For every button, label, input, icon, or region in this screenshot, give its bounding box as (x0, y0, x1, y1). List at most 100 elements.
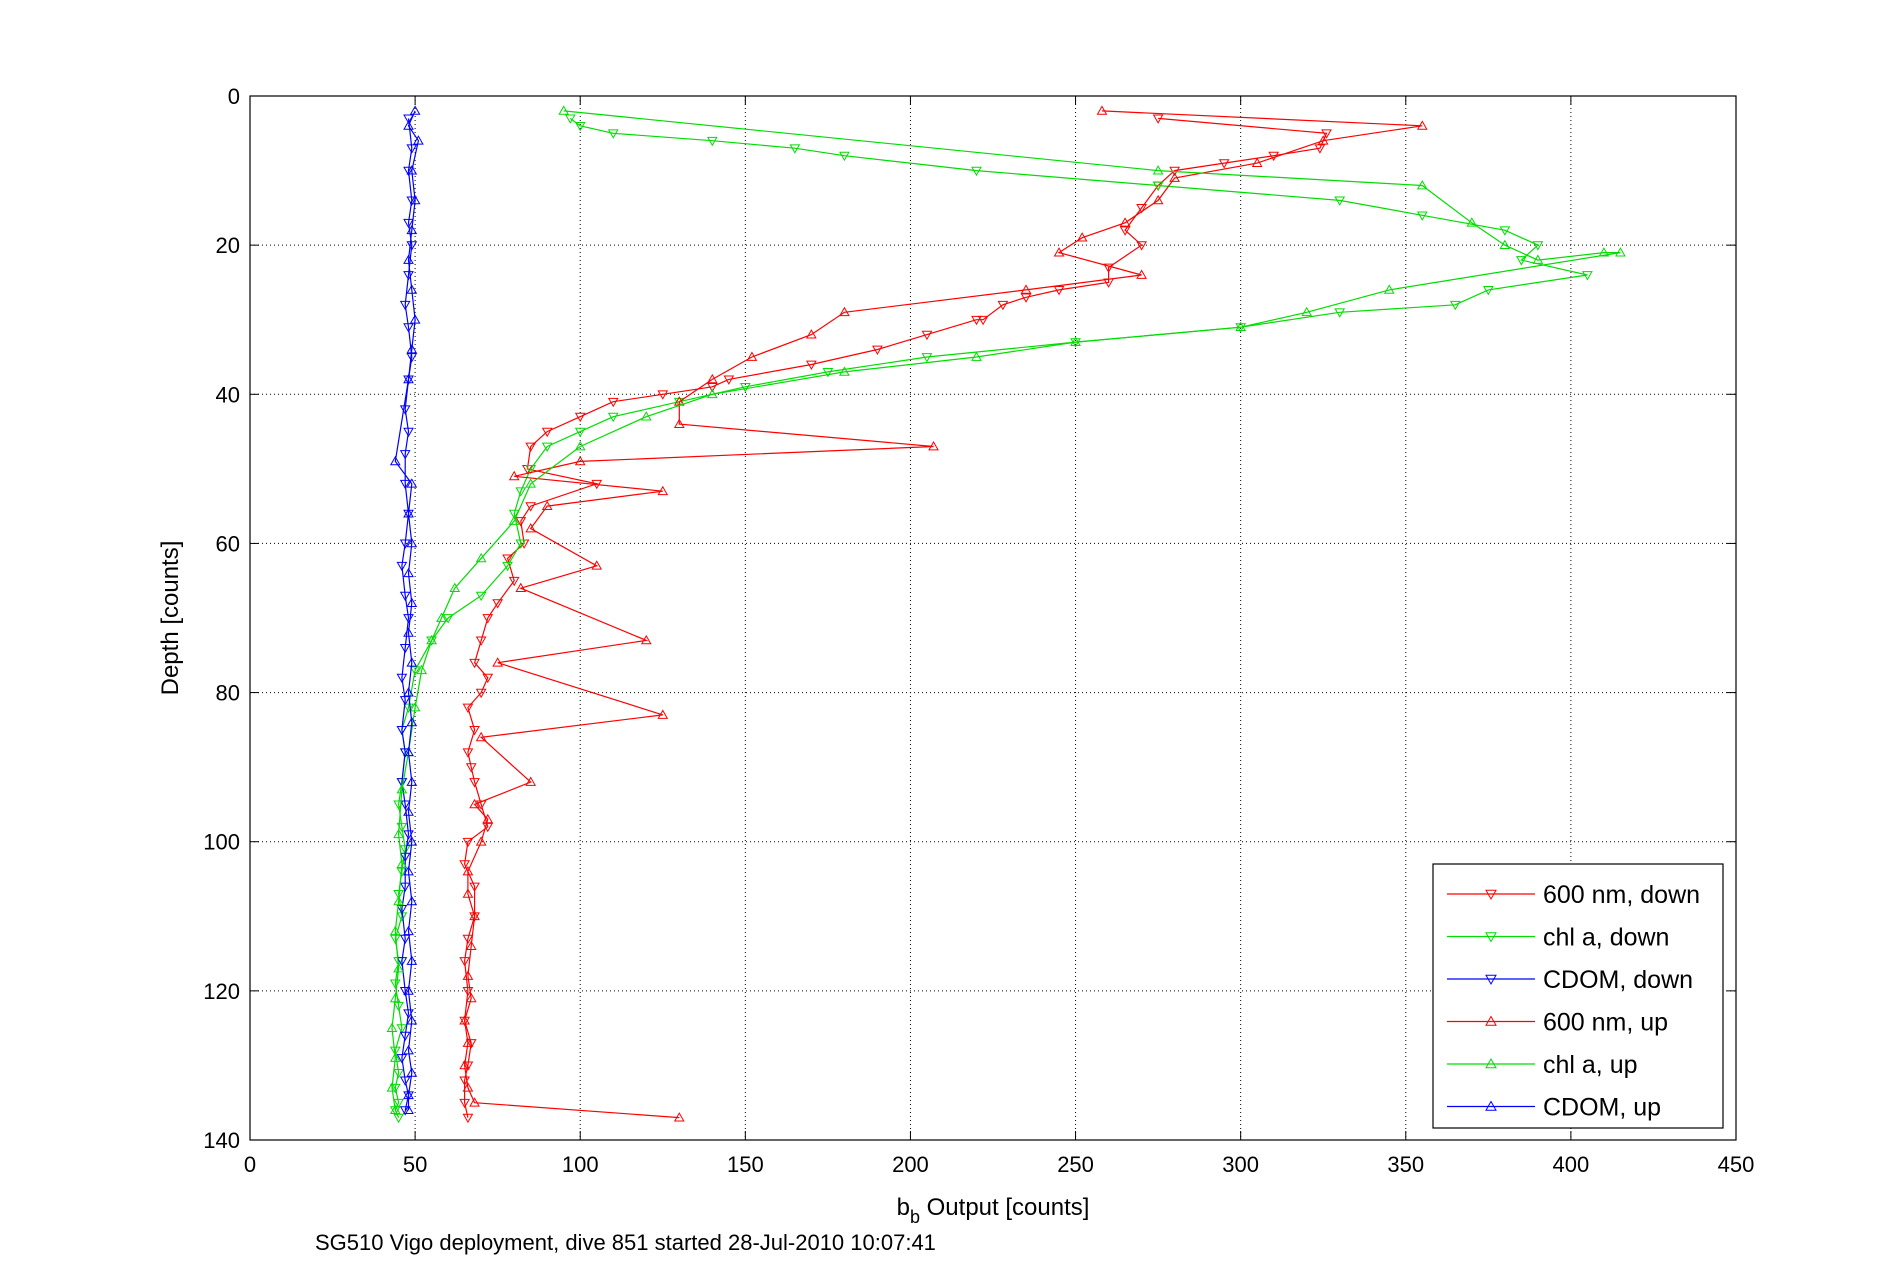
x-tick-label: 350 (1387, 1152, 1424, 1177)
data-point (525, 464, 537, 475)
data-point (459, 1059, 471, 1070)
data-point (997, 300, 1009, 311)
data-point (396, 673, 408, 684)
data-point (399, 748, 411, 758)
data-point (393, 962, 404, 973)
data-point (396, 904, 408, 915)
data-point (403, 746, 414, 757)
data-point (389, 925, 401, 936)
data-point (393, 895, 404, 906)
data-point (839, 306, 850, 317)
data-point (607, 412, 619, 423)
data-point (389, 1104, 401, 1115)
data-point (416, 664, 428, 675)
data-point (396, 778, 408, 788)
data-point (396, 957, 408, 967)
data-point (806, 329, 817, 339)
legend-marker (1485, 1015, 1497, 1026)
data-point (403, 925, 414, 936)
data-point (403, 985, 414, 995)
data-point (706, 388, 718, 399)
x-axis-label-main: b (897, 1194, 910, 1221)
data-point (403, 120, 414, 130)
data-point (872, 345, 883, 356)
data-point (492, 657, 504, 667)
data-point (399, 539, 411, 549)
data-point (1103, 263, 1114, 274)
data-point (399, 591, 411, 602)
data-point (1317, 135, 1329, 145)
data-point (1532, 254, 1544, 264)
data-point (1416, 211, 1428, 221)
y-tick-label: 40 (216, 382, 240, 407)
x-tick-label: 100 (562, 1152, 599, 1177)
data-point (403, 254, 414, 264)
data-point (406, 597, 418, 607)
data-point (928, 440, 939, 451)
data-point (1582, 271, 1593, 281)
data-point (515, 487, 527, 497)
data-point (462, 1082, 474, 1092)
data-point (469, 912, 480, 922)
data-point (469, 778, 480, 788)
data-point (389, 992, 401, 1003)
data-point (1301, 306, 1313, 317)
data-point (1020, 284, 1032, 294)
data-point (746, 351, 758, 361)
data-point (607, 397, 619, 408)
series-5 (389, 105, 424, 1115)
data-point (1152, 114, 1164, 124)
data-point (399, 882, 411, 892)
data-point (673, 1112, 685, 1122)
data-point (459, 1015, 471, 1025)
data-point (475, 836, 487, 846)
data-point (403, 627, 414, 637)
data-point (1020, 293, 1032, 303)
data-point (1119, 217, 1131, 227)
data-point (399, 643, 411, 654)
data-point (1235, 321, 1247, 332)
data-point (971, 166, 982, 177)
legend-box (1432, 863, 1724, 1129)
data-point (396, 725, 408, 736)
data-point (442, 614, 454, 624)
data-point (403, 508, 414, 518)
data-point (406, 836, 418, 846)
data-point (806, 360, 817, 370)
y-axis-label: Depth [counts] (157, 541, 184, 696)
data-point (403, 323, 414, 333)
data-point (403, 567, 414, 578)
data-point (1070, 336, 1081, 346)
data-point (1096, 105, 1108, 115)
data-point (469, 658, 480, 669)
data-point (393, 828, 404, 839)
data-point (657, 485, 669, 496)
data-point (673, 397, 685, 408)
data-point (426, 634, 437, 645)
data-point (657, 709, 669, 719)
data-point (399, 1031, 411, 1042)
series-line (391, 110, 1621, 1111)
data-point (1515, 256, 1527, 266)
data-point (406, 1067, 418, 1077)
legend-items: 600 nm, down chl a, down CDOM, down 600 nm,… (1447, 881, 1700, 1122)
data-point (399, 845, 411, 855)
data-point (406, 284, 418, 294)
data-point (723, 375, 735, 385)
data-point (403, 373, 414, 384)
data-point (971, 351, 982, 361)
data-point (469, 1097, 480, 1107)
x-axis-label-subscript: b (910, 1207, 920, 1227)
data-point (607, 129, 619, 139)
data-point (462, 934, 474, 945)
data-point (406, 537, 418, 548)
legend-label: 600 nm, down (1543, 881, 1700, 909)
data-point (502, 561, 513, 572)
data-point (459, 1016, 471, 1027)
data-point (409, 194, 421, 205)
data-point (409, 105, 421, 115)
data-point (399, 1076, 411, 1086)
data-point (1314, 144, 1326, 154)
data-point (673, 418, 685, 428)
data-point (482, 673, 494, 684)
